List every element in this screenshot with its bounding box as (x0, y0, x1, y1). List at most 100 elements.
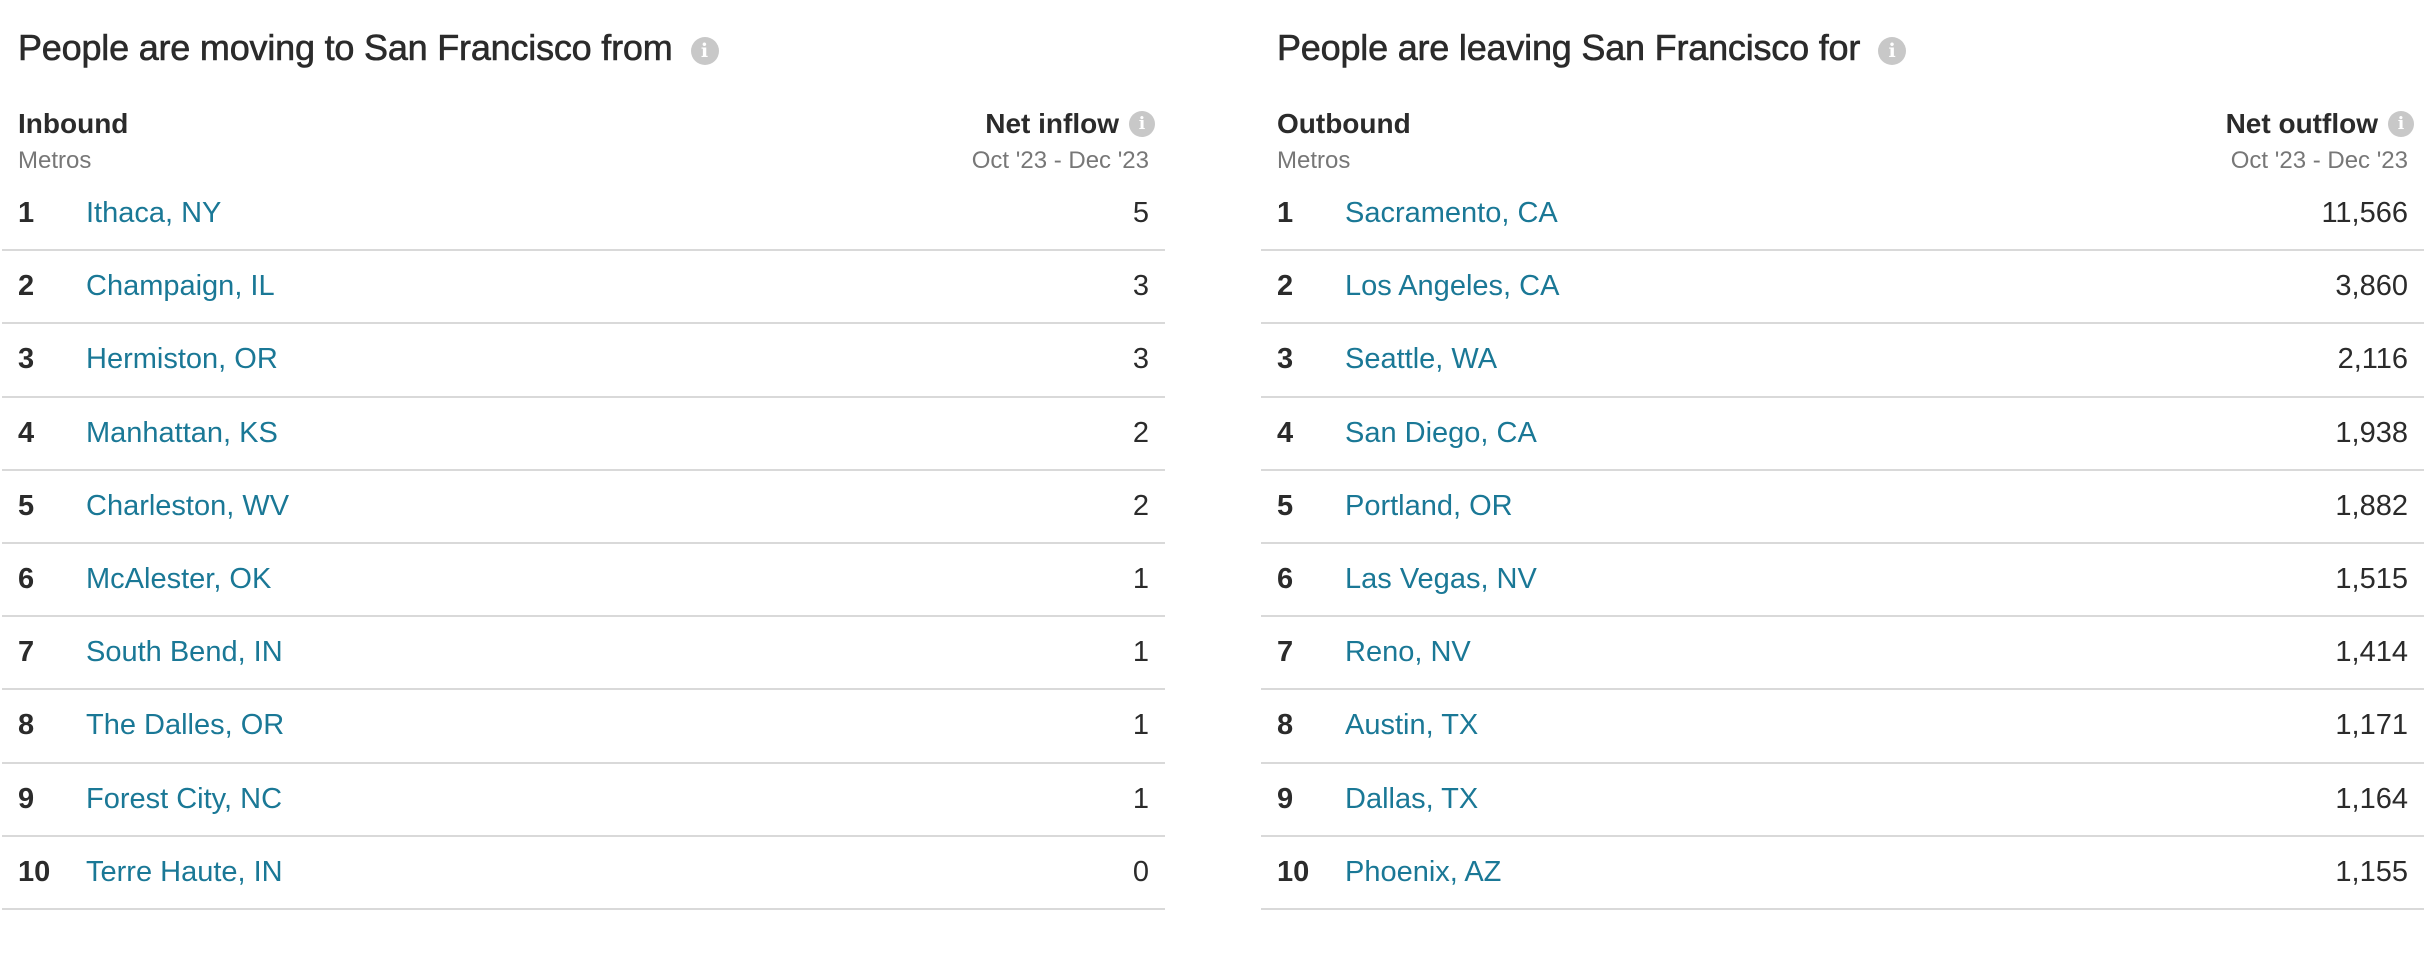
net-value: 1,414 (2335, 636, 2408, 669)
metro-link[interactable]: South Bend, IN (86, 636, 283, 669)
metro-link[interactable]: Forest City, NC (86, 782, 283, 815)
rank-number: 7 (18, 636, 35, 669)
rank-number: 8 (18, 709, 35, 742)
net-inflow-label-row: Net inflow i (972, 108, 1155, 140)
rank-number: 7 (1277, 636, 1294, 669)
rank-number: 3 (18, 343, 35, 376)
rank-number: 5 (18, 489, 35, 522)
rank-number: 9 (18, 782, 35, 815)
net-value: 11,566 (2321, 197, 2408, 230)
metro-link[interactable]: Los Angeles, CA (1345, 270, 1560, 303)
outbound-column-sublabel: Metros (1277, 147, 1351, 174)
rank-number: 6 (18, 563, 35, 596)
table-row: 3 Hermiston, OR 3 (2, 324, 1165, 398)
rank-number: 3 (1277, 343, 1294, 376)
rank-number: 10 (18, 855, 51, 888)
rank-number: 6 (1277, 563, 1294, 596)
inbound-panel: People are moving to San Francisco from … (2, 0, 1165, 910)
metro-link[interactable]: Reno, NV (1345, 636, 1471, 669)
table-row: 1 Sacramento, CA 11,566 (1261, 178, 2424, 252)
rank-number: 2 (1277, 270, 1294, 303)
table-row: 5 Charleston, WV 2 (2, 471, 1165, 544)
metro-link[interactable]: Terre Haute, IN (86, 855, 283, 888)
inbound-column-sublabel: Metros (18, 147, 92, 174)
net-value: 0 (1132, 855, 1149, 888)
metro-link[interactable]: Ithaca, NY (86, 197, 222, 230)
rank-number: 10 (1277, 855, 1310, 888)
rank-number: 1 (18, 197, 35, 230)
table-row: 7 South Bend, IN 1 (2, 617, 1165, 691)
table-row: 9 Forest City, NC 1 (2, 764, 1165, 837)
info-icon[interactable]: i (1129, 111, 1155, 137)
rank-number: 5 (1277, 489, 1294, 522)
metro-link[interactable]: Hermiston, OR (86, 343, 278, 376)
table-row: 2 Los Angeles, CA 3,860 (1261, 251, 2424, 325)
rank-number: 8 (1277, 709, 1294, 742)
net-value: 1 (1132, 709, 1149, 742)
table-row: 9 Dallas, TX 1,164 (1261, 764, 2424, 837)
metro-link[interactable]: Champaign, IL (86, 270, 275, 303)
metro-link[interactable]: Seattle, WA (1345, 343, 1498, 376)
net-value: 1 (1132, 636, 1149, 669)
table-row: 2 Champaign, IL 3 (2, 251, 1165, 325)
inbound-table-header: Inbound Metros Net inflow i Oct '23 - De… (2, 108, 1165, 178)
inbound-date-range: Oct '23 - Dec '23 (971, 147, 1149, 174)
table-row: 4 San Diego, CA 1,938 (1261, 398, 2424, 471)
inbound-column-label: Inbound (18, 108, 129, 139)
net-value: 2 (1132, 416, 1149, 449)
net-outflow-header: Net outflow i Oct '23 - Dec '23 (2226, 108, 2414, 176)
rank-number: 1 (1277, 197, 1294, 230)
metro-link[interactable]: Portland, OR (1345, 489, 1513, 522)
rank-number: 9 (1277, 782, 1294, 815)
net-value: 3 (1132, 270, 1149, 303)
net-value: 1,882 (2335, 489, 2408, 522)
net-value: 1,155 (2335, 855, 2408, 888)
metro-link[interactable]: The Dalles, OR (86, 709, 285, 742)
net-inflow-label: Net inflow (985, 108, 1119, 139)
metro-link[interactable]: Dallas, TX (1345, 782, 1479, 815)
net-value: 1 (1132, 782, 1149, 815)
metro-link[interactable]: Austin, TX (1345, 709, 1479, 742)
metro-link[interactable]: Charleston, WV (86, 489, 290, 522)
inbound-list: 1 Ithaca, NY 5 2 Champaign, IL 3 3 Hermi… (2, 178, 1165, 910)
table-row: 8 Austin, TX 1,171 (1261, 690, 2424, 764)
metro-link[interactable]: San Diego, CA (1345, 416, 1537, 449)
migration-tables: People are moving to San Francisco from … (2, 0, 2424, 910)
info-icon[interactable]: i (690, 37, 719, 65)
net-outflow-label: Net outflow (2225, 108, 2378, 139)
inbound-column-header: Inbound Metros (18, 108, 128, 176)
rank-number: 4 (1277, 416, 1294, 449)
table-row: 8 The Dalles, OR 1 (2, 690, 1165, 764)
metro-link[interactable]: Phoenix, AZ (1345, 855, 1502, 888)
metro-link[interactable]: McAlester, OK (86, 563, 272, 596)
table-row: 6 Las Vegas, NV 1,515 (1261, 544, 2424, 618)
net-value: 1,171 (2335, 709, 2408, 742)
info-icon[interactable]: i (1878, 37, 1907, 65)
outbound-list: 1 Sacramento, CA 11,566 2 Los Angeles, C… (1261, 178, 2424, 910)
net-value: 5 (1132, 197, 1149, 230)
metro-link[interactable]: Manhattan, KS (86, 416, 278, 449)
outbound-column-header: Outbound Metros (1277, 108, 1411, 176)
outbound-table-header: Outbound Metros Net outflow i Oct '23 - … (1261, 108, 2424, 178)
table-row: 4 Manhattan, KS 2 (2, 398, 1165, 471)
net-value: 3,860 (2335, 270, 2408, 303)
inbound-title: People are moving to San Francisco from (18, 27, 673, 69)
metro-link[interactable]: Las Vegas, NV (1345, 563, 1537, 596)
table-row: 6 McAlester, OK 1 (2, 544, 1165, 618)
net-value: 1,938 (2335, 416, 2408, 449)
info-icon[interactable]: i (2388, 111, 2414, 137)
net-value: 2,116 (2337, 343, 2408, 376)
outbound-title-row: People are leaving San Francisco for i (1261, 24, 2424, 72)
rank-number: 4 (18, 416, 35, 449)
net-value: 2 (1132, 489, 1149, 522)
inbound-title-row: People are moving to San Francisco from … (2, 24, 1165, 72)
outbound-date-range: Oct '23 - Dec '23 (2230, 147, 2408, 174)
outbound-column-label: Outbound (1277, 108, 1411, 139)
metro-link[interactable]: Sacramento, CA (1345, 197, 1558, 230)
table-row: 10 Terre Haute, IN 0 (2, 837, 1165, 910)
net-value: 3 (1132, 343, 1149, 376)
net-value: 1,164 (2335, 782, 2408, 815)
net-inflow-header: Net inflow i Oct '23 - Dec '23 (972, 108, 1155, 176)
rank-number: 2 (18, 270, 35, 303)
outbound-title: People are leaving San Francisco for (1277, 27, 1861, 69)
